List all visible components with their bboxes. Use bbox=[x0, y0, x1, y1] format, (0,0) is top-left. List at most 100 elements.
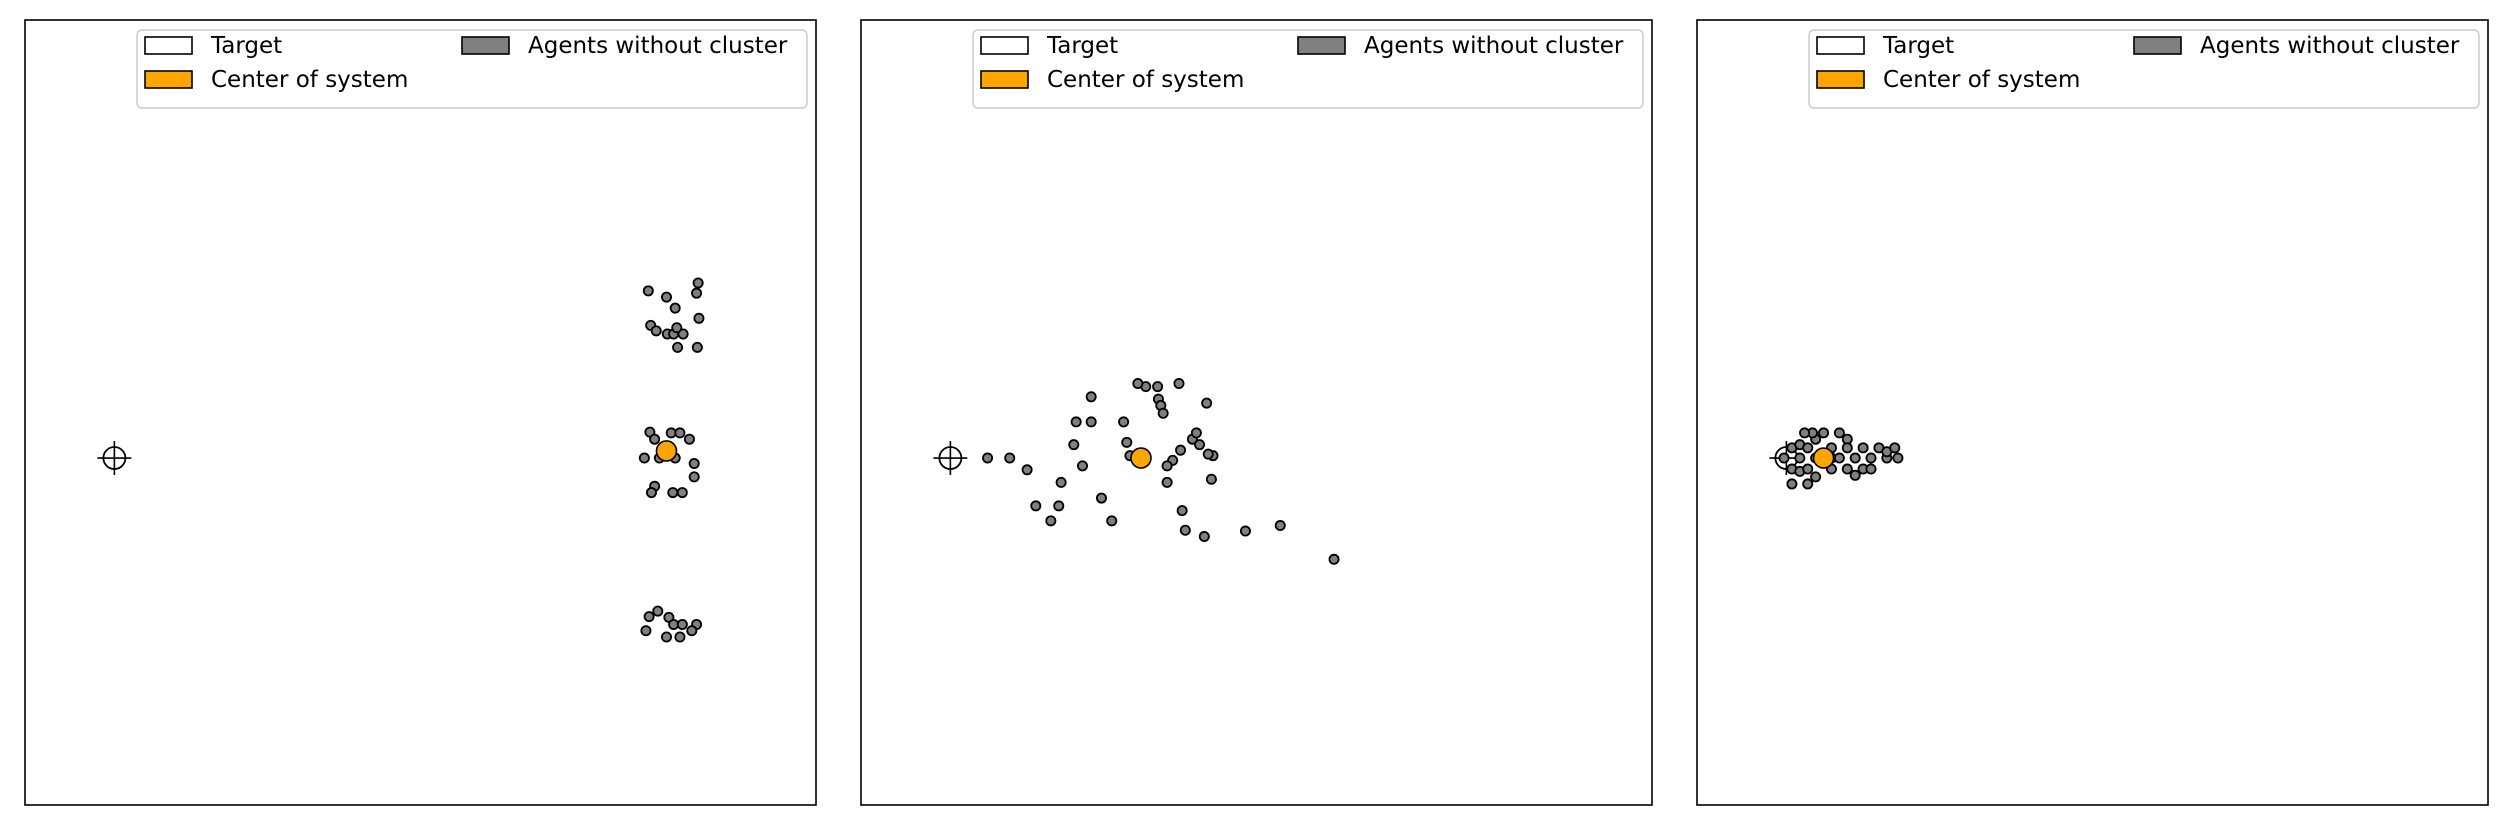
agent-point bbox=[1889, 442, 1901, 454]
agent-point bbox=[1106, 515, 1118, 527]
agent-point bbox=[693, 312, 705, 324]
agent-point bbox=[1778, 452, 1790, 464]
agent-point bbox=[1205, 473, 1217, 485]
legend-label-target: Target bbox=[1046, 33, 1118, 59]
target-marker bbox=[97, 441, 132, 476]
agent-point bbox=[691, 341, 703, 353]
agent-point bbox=[1190, 427, 1202, 439]
legend-label-agents: Agents without cluster bbox=[1364, 33, 1624, 59]
agent-point bbox=[1274, 520, 1286, 532]
agent-point bbox=[1161, 460, 1173, 472]
legend-label-agents: Agents without cluster bbox=[2200, 33, 2460, 59]
legend-label-agents: Agents without cluster bbox=[528, 33, 788, 59]
agent-point bbox=[1328, 553, 1340, 565]
legend-label-center: Center of system bbox=[1047, 67, 1244, 93]
legend-swatch-target bbox=[1816, 36, 1865, 55]
agent-point bbox=[1157, 407, 1169, 419]
agent-point bbox=[652, 605, 664, 617]
agent-point bbox=[676, 618, 688, 630]
agent-point bbox=[1841, 442, 1853, 454]
agent-point bbox=[686, 625, 698, 637]
agent-point bbox=[1030, 500, 1042, 512]
agent-point bbox=[1194, 439, 1206, 451]
agent-point bbox=[650, 325, 662, 337]
legend: Target Center of system Agents without clu… bbox=[1808, 29, 2480, 109]
legend-box bbox=[1808, 29, 2480, 109]
agent-point bbox=[674, 631, 686, 643]
agent-point bbox=[642, 285, 654, 297]
agent-point bbox=[1857, 442, 1869, 454]
legend: Target Center of system Agents without clu… bbox=[136, 29, 808, 109]
agent-point bbox=[638, 452, 650, 464]
agent-point bbox=[1892, 452, 1904, 464]
chart-panel-2: Target Center of system Agents without clu… bbox=[860, 19, 1653, 806]
agent-point bbox=[982, 452, 994, 464]
agent-point bbox=[1152, 381, 1164, 393]
agent-point bbox=[669, 302, 681, 314]
agent-point bbox=[1198, 531, 1210, 543]
legend-swatch-agents bbox=[2133, 36, 2182, 55]
plot-frame bbox=[24, 19, 817, 806]
agent-point bbox=[1802, 478, 1814, 490]
agent-point bbox=[1175, 444, 1187, 456]
agent-point bbox=[1794, 452, 1806, 464]
agent-point bbox=[1849, 469, 1861, 481]
agent-point bbox=[1053, 500, 1065, 512]
agent-point bbox=[1176, 505, 1188, 517]
agent-point bbox=[640, 625, 652, 637]
legend: Target Center of system Agents without clu… bbox=[972, 29, 1644, 109]
agent-point bbox=[1810, 471, 1822, 483]
agent-point bbox=[1833, 452, 1845, 464]
agent-point bbox=[683, 433, 695, 445]
agent-point bbox=[692, 277, 704, 289]
agent-point bbox=[661, 291, 673, 303]
legend-swatch-agents bbox=[1297, 36, 1346, 55]
agent-point bbox=[1055, 476, 1067, 488]
agent-point bbox=[1121, 436, 1133, 448]
legend-swatch-center bbox=[1816, 70, 1865, 89]
legend-label-target: Target bbox=[210, 33, 282, 59]
agent-point bbox=[1799, 427, 1811, 439]
agent-point bbox=[649, 433, 661, 445]
legend-label-center: Center of system bbox=[211, 67, 408, 93]
agent-point bbox=[1179, 524, 1191, 536]
agent-point bbox=[1786, 478, 1798, 490]
agent-point bbox=[1068, 439, 1080, 451]
agent-point bbox=[676, 487, 688, 499]
agent-point bbox=[1202, 448, 1214, 460]
target-marker bbox=[933, 441, 968, 476]
agent-point bbox=[1201, 397, 1213, 409]
center-of-system-point bbox=[1812, 447, 1835, 469]
center-of-system-point bbox=[1130, 447, 1152, 469]
agent-point bbox=[674, 427, 686, 439]
agent-point bbox=[672, 341, 684, 353]
agent-point bbox=[1070, 416, 1082, 428]
agent-point bbox=[1095, 492, 1107, 504]
plot-frame bbox=[1696, 19, 2489, 806]
legend-swatch-center bbox=[144, 70, 193, 89]
chart-panel-1: Target Center of system Agents without clu… bbox=[24, 19, 817, 806]
legend-swatch-agents bbox=[461, 36, 510, 55]
agent-point bbox=[1802, 442, 1814, 454]
agent-point bbox=[1118, 416, 1130, 428]
agent-point bbox=[677, 328, 689, 340]
agent-point bbox=[661, 631, 673, 643]
agent-point bbox=[691, 287, 703, 299]
agent-point bbox=[1239, 525, 1251, 537]
legend-label-center: Center of system bbox=[1883, 67, 2080, 93]
agent-point bbox=[1004, 452, 1016, 464]
agent-point bbox=[645, 487, 657, 499]
agent-point bbox=[671, 322, 683, 334]
agent-point bbox=[667, 487, 679, 499]
agent-point bbox=[1132, 377, 1144, 389]
agent-point bbox=[1085, 416, 1097, 428]
agent-point bbox=[1021, 464, 1033, 476]
chart-panel-3: Target Center of system Agents without clu… bbox=[1696, 19, 2489, 806]
agent-point bbox=[688, 471, 700, 483]
agent-point bbox=[1833, 427, 1845, 439]
legend-box bbox=[136, 29, 808, 109]
legend-swatch-target bbox=[144, 36, 193, 55]
agent-point bbox=[1802, 463, 1814, 475]
legend-label-target: Target bbox=[1882, 33, 1954, 59]
